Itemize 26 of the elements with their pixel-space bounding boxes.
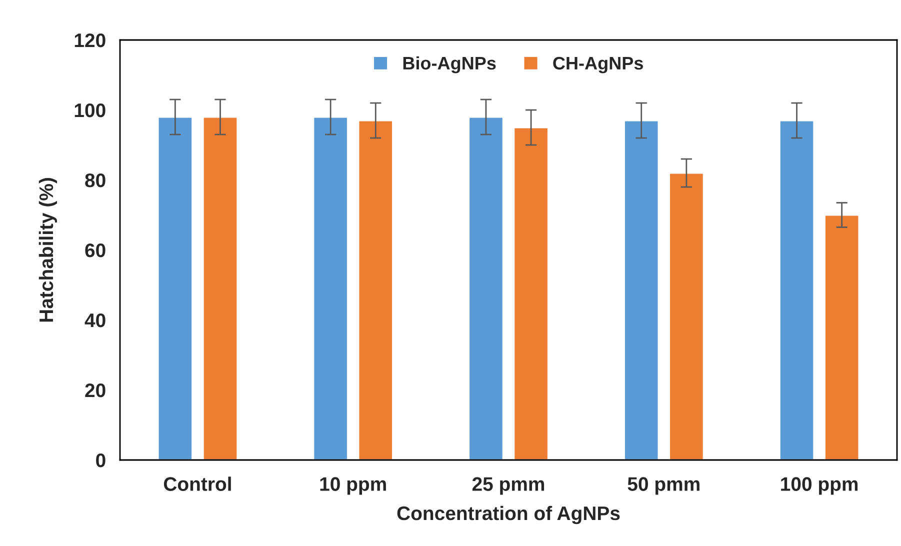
bar (202, 116, 238, 460)
bar (624, 120, 660, 460)
x-tick-label: 50 pmm (628, 477, 700, 495)
legend-label: CH-AgNPs (553, 56, 643, 74)
y-tick-label: 40 (84, 313, 106, 328)
x-tick-label: Control (164, 476, 231, 491)
y-tick-label: 120 (74, 33, 106, 48)
y-tick-label: 100 (74, 103, 106, 118)
y-tick-label: 60 (85, 243, 106, 258)
bar (824, 214, 860, 460)
y-tick-label: 0 (96, 453, 106, 468)
y-tick-label: 20 (85, 383, 106, 398)
x-axis-title: Concentration of AgNPs (397, 506, 620, 524)
bar (468, 116, 504, 460)
bar (513, 126, 549, 460)
x-tick-label: 25 pmm (472, 477, 544, 495)
x-tick-label: 100 ppm (781, 477, 858, 495)
legend-label: Bio-AgNPs (403, 56, 496, 74)
x-tick-label: 10 ppm (320, 477, 386, 495)
bar (778, 120, 815, 460)
bar (157, 116, 193, 460)
bar (668, 172, 704, 460)
bar (358, 120, 394, 460)
y-axis-title: Hatchability (%) (38, 178, 58, 322)
bar (312, 116, 348, 460)
y-tick-label: 80 (85, 173, 106, 188)
